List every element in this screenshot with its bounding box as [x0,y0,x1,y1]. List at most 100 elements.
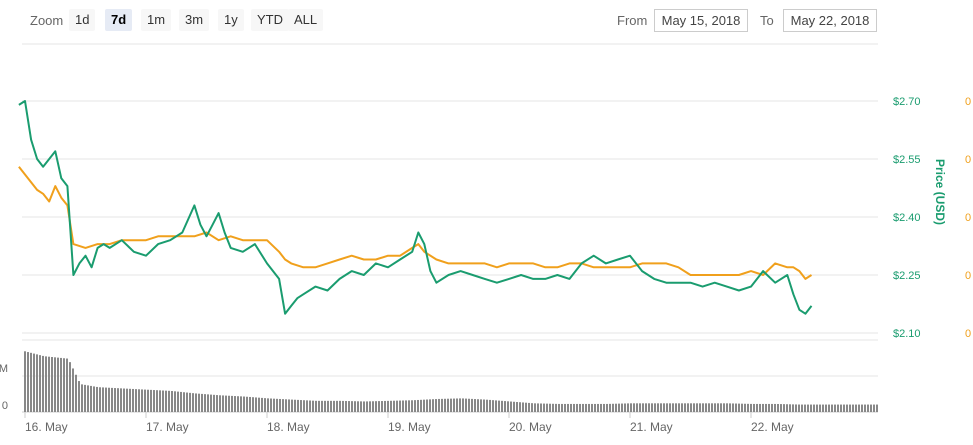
volume-bar [405,400,407,412]
volume-bar [288,399,290,412]
volume-bar [435,399,437,412]
volume-bar [618,403,620,412]
volume-bar [204,394,206,412]
volume-bar [573,403,575,412]
volume-bar [384,400,386,412]
volume-bar [192,393,194,412]
volume-bar [264,398,266,412]
volume-bar [225,395,227,412]
volume-bar [60,357,62,412]
volume-bar [759,403,761,412]
volume-bar [366,401,368,412]
volume-bar [507,401,509,412]
volume-bar [825,404,827,412]
volume-bar [822,404,824,412]
volume-bar [312,400,314,412]
volume-bar [45,356,47,412]
volume-bar [528,402,530,412]
volume-bar [732,403,734,412]
volume-bar [27,352,29,412]
volume-bar [234,396,236,412]
volume-bar [306,400,308,412]
volume-bar [231,395,233,412]
volume-bar [603,403,605,412]
volume-bar [117,388,119,412]
zoom-1d-button[interactable]: 1d [69,9,96,31]
x-tick-label: 20. May [509,420,552,434]
volume-bar [567,403,569,412]
zoom-7d-button[interactable]: 7d [105,9,133,31]
volume-bar [738,403,740,412]
to-date-input[interactable]: May 22, 2018 [783,9,877,32]
volume-bar [801,404,803,412]
volume-bar [489,399,491,412]
zoom-3m-button[interactable]: 3m [179,9,210,31]
volume-bar [849,404,851,412]
volume-bar [180,391,182,412]
volume-bar [429,399,431,412]
volume-bar [456,398,458,412]
volume-bar [333,400,335,412]
volume-bar [750,403,752,412]
right-axis-tick-label: 0 [965,212,971,224]
volume-bar [534,403,536,412]
volume-bar [141,389,143,412]
right-axis-tick-label: 0 [965,270,971,282]
volume-bar [810,404,812,412]
volume-bar [30,352,32,412]
volume-bar [813,404,815,412]
zoom-ytd-button[interactable]: YTD [251,9,289,31]
y-axis-label: Price (USD) [933,159,947,225]
zoom-1m-button[interactable]: 1m [141,9,172,31]
volume-bar [843,404,845,412]
volume-bar [303,400,305,412]
volume-bar [414,400,416,412]
volume-bar [318,400,320,412]
volume-bar [525,402,527,412]
volume-bar [279,398,281,412]
volume-bar [720,403,722,412]
volume-bar [675,403,677,412]
volume-bar [747,403,749,412]
zoom-all-button[interactable]: ALL [288,9,324,31]
from-date-input[interactable]: May 15, 2018 [654,9,748,32]
volume-bar [657,403,659,412]
volume-bar [237,396,239,412]
volume-bar [540,403,542,412]
volume-bar [669,403,671,412]
volume-bar [645,403,647,412]
volume-bar [648,403,650,412]
zoom-1y-button[interactable]: 1y [218,9,244,31]
volume-bar [591,403,593,412]
volume-bar [717,403,719,412]
volume-bar [177,391,179,412]
volume-bar [552,403,554,412]
volume-bar [798,404,800,412]
volume-bar [99,387,101,412]
right-axis-tick-label: 0 [965,154,971,166]
x-tick-label: 19. May [388,420,431,434]
volume-bar [153,390,155,412]
volume-bar [132,388,134,412]
volume-bar [81,384,83,412]
volume-bar [300,400,302,412]
volume-bar [780,404,782,412]
volume-bar [48,356,50,412]
volume-bar [483,399,485,412]
volume-bar [714,403,716,412]
volume-bar [294,399,296,412]
volume-bar [555,403,557,412]
volume-bar [174,391,176,412]
volume-bar [765,403,767,412]
volume-bar [396,400,398,412]
volume-bar [129,388,131,412]
right-axis-tick-label: 0 [965,96,971,108]
price-line [18,100,813,315]
volume-bar [693,403,695,412]
volume-bar [444,398,446,412]
volume-bar [297,399,299,412]
y-tick-label: $2.10 [893,328,921,340]
volume-bar [393,400,395,412]
volume-bar [570,403,572,412]
x-axis-ticks: 16. May 17. May 18. May 19. May 20. May 21. M… [24,412,794,434]
